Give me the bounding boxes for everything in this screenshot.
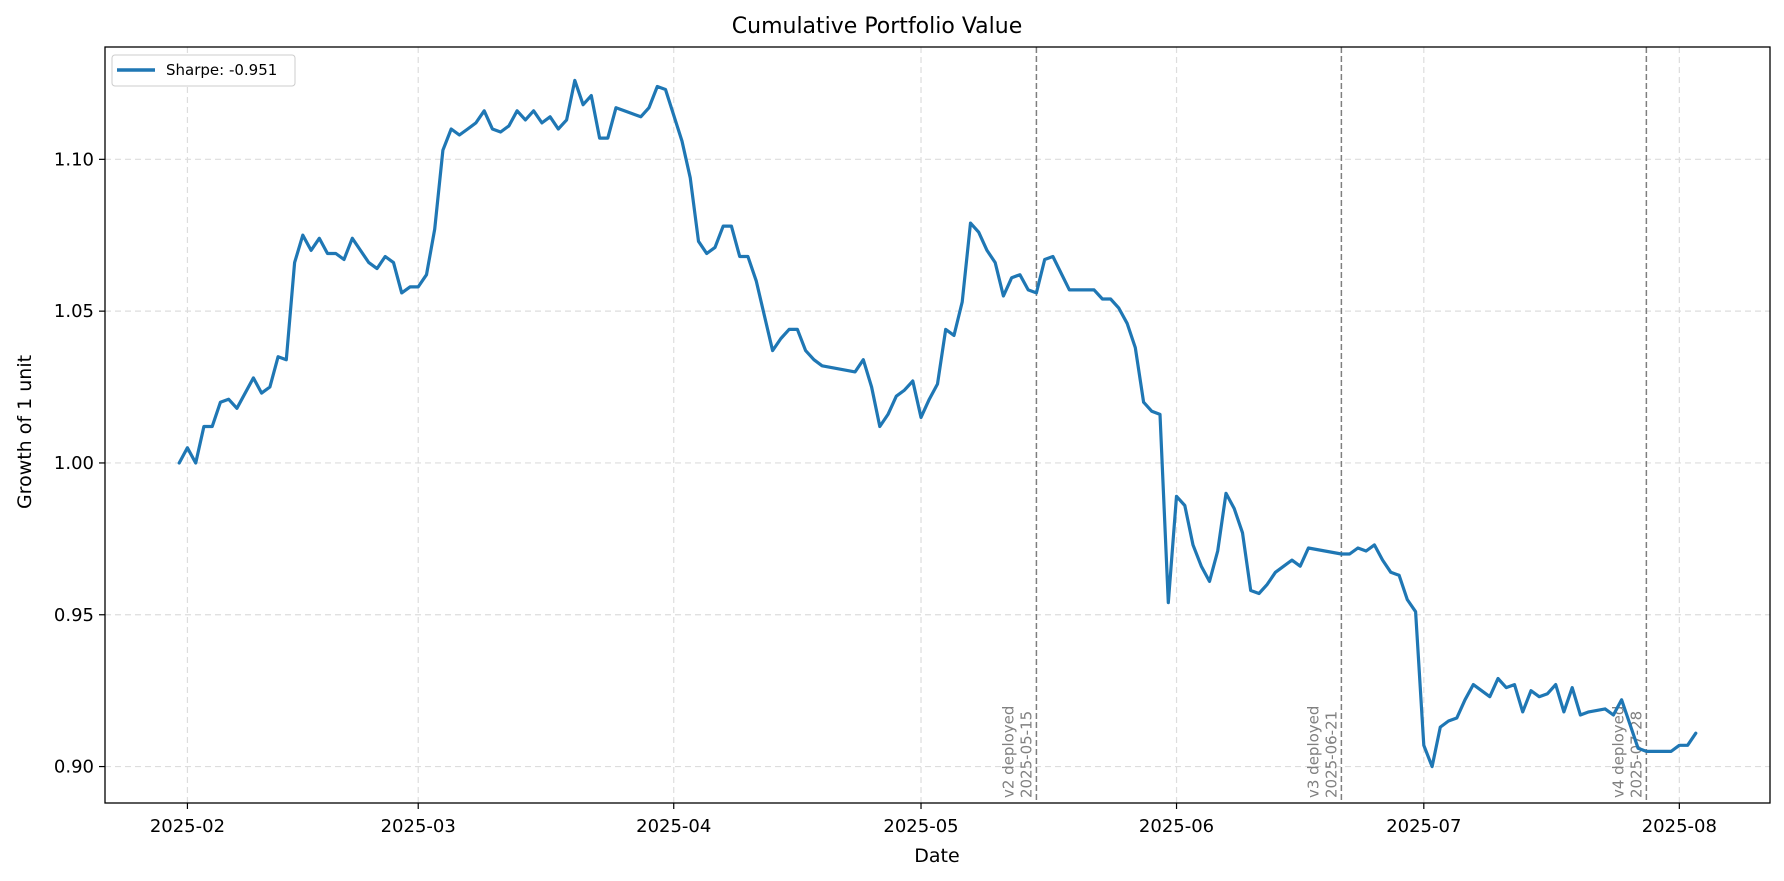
x-tick-label: 2025-05: [883, 816, 958, 837]
x-tick-label: 2025-02: [150, 816, 225, 837]
y-axis-label: Growth of 1 unit: [14, 355, 36, 509]
deployment-date-label: 2025-06-21: [1322, 711, 1340, 798]
x-tick-label: 2025-04: [636, 816, 711, 837]
y-tick-label: 0.90: [54, 757, 94, 778]
x-tick-label: 2025-08: [1642, 816, 1717, 837]
legend: Sharpe: -0.951: [111, 54, 296, 87]
legend-box: [111, 54, 296, 87]
y-tick-label: 0.95: [54, 605, 94, 626]
grid: [105, 47, 1770, 803]
x-tick-label: 2025-06: [1139, 816, 1214, 837]
deployment-date-label: 2025-05-15: [1017, 711, 1035, 798]
deployment-label: v4 deployed: [1609, 706, 1627, 798]
legend-label: Sharpe: -0.951: [166, 61, 277, 79]
chart-title: Cumulative Portfolio Value: [732, 14, 1022, 39]
series-line: [177, 78, 1698, 769]
series: [177, 78, 1698, 769]
axis-ticks: 2025-02 2025-03 2025-04 2025-05 2025-06 2025-…: [54, 149, 1717, 837]
y-tick-label: 1.00: [54, 453, 94, 474]
x-tick-label: 2025-07: [1386, 816, 1461, 837]
y-tick-label: 1.05: [54, 301, 94, 322]
deployment-label: v2 deployed: [999, 706, 1017, 798]
y-tick-label: 1.10: [54, 149, 94, 170]
plot-frame: [104, 46, 1771, 804]
deployment-label: v3 deployed: [1304, 706, 1322, 798]
x-axis-label: Date: [914, 845, 959, 867]
x-tick-label: 2025-03: [381, 816, 456, 837]
